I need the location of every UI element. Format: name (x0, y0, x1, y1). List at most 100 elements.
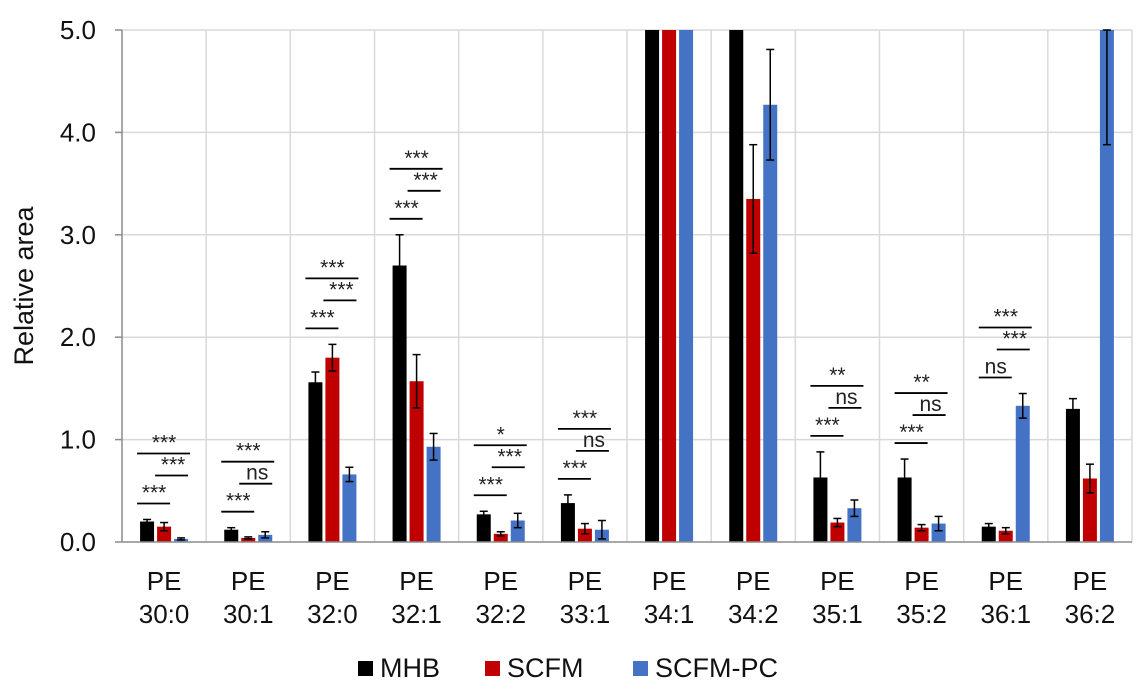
significance-label: ns (985, 356, 1007, 379)
significance-label: *** (329, 278, 354, 301)
x-tick-label-line: PE (1073, 566, 1108, 596)
bar-scfm (577, 528, 592, 542)
y-tick-label: 0.0 (60, 527, 96, 557)
x-tick-label-line: PE (652, 566, 687, 596)
x-tick-label-line: 32:0 (307, 599, 358, 629)
significance-label: *** (142, 481, 167, 504)
bar-mhb (897, 477, 912, 542)
x-tick-label-line: 36:2 (1065, 599, 1116, 629)
error-bars (143, 29, 1111, 541)
significance-label: *** (815, 414, 840, 437)
bar-mhb (560, 503, 575, 542)
bar-mhb (813, 477, 828, 542)
significance-label: *** (413, 169, 438, 192)
significance-label: *** (152, 431, 177, 454)
significance-label: *** (993, 306, 1018, 329)
x-tick-label: PE 32:0 (307, 566, 358, 629)
bar-scfm (493, 533, 508, 542)
x-tick-label: PE 34:1 (644, 566, 695, 629)
bar-mhb (1065, 408, 1080, 542)
significance-label: *** (1002, 328, 1027, 351)
significance-label: ** (829, 364, 845, 387)
x-tick-label-line: PE (988, 566, 1023, 596)
x-tick-label-line: 35:2 (896, 599, 947, 629)
significance-label: *** (899, 421, 924, 444)
y-tick-label: 2.0 (60, 322, 96, 352)
legend-label: SCFM (507, 653, 584, 683)
bar-scfm-pc (1099, 30, 1114, 542)
significance-label: ns (583, 429, 605, 452)
y-tick-label: 5.0 (60, 15, 96, 45)
x-tick-label: PE 33:1 (560, 566, 611, 629)
x-tick-label-line: 30:0 (139, 599, 190, 629)
y-axis-label: Relative area (9, 205, 39, 365)
legend: MHB SCFM SCFM-PC (358, 653, 778, 683)
bar-mhb (224, 529, 239, 542)
x-tick-label-line: PE (820, 566, 855, 596)
significance-label: *** (573, 407, 598, 430)
x-tick-label: PE 35:2 (896, 566, 947, 629)
x-tick-label: PE 35:1 (812, 566, 863, 629)
x-tick-label: PE 36:1 (980, 566, 1031, 629)
significance-label: *** (226, 490, 251, 513)
x-tick-label-line: 33:1 (560, 599, 611, 629)
significance-label: *** (497, 445, 522, 468)
bar-scfm (241, 537, 256, 542)
x-tick-label: PE 30:0 (139, 566, 190, 629)
y-tick-label: 3.0 (60, 220, 96, 250)
legend-swatch-scfm-pc (633, 661, 648, 676)
gridlines (122, 29, 1133, 542)
bar-scfm (746, 198, 761, 542)
x-tick-label: PE 36:2 (1065, 566, 1116, 629)
x-tick-label-line: PE (399, 566, 434, 596)
x-tick-label: PE 32:1 (391, 566, 442, 629)
x-tick-label: PE 32:2 (475, 566, 526, 629)
x-tick-label-line: 32:2 (475, 599, 526, 629)
significance-label: *** (404, 147, 429, 170)
significance-label: *** (320, 256, 345, 279)
significance-label: *** (236, 440, 261, 463)
bar-scfm-pc (1015, 405, 1030, 542)
x-tick-label-line: PE (147, 566, 182, 596)
bar-mhb (140, 521, 155, 542)
x-tick-label-line: PE (904, 566, 939, 596)
bar-mhb (645, 30, 660, 542)
x-tick-label-line: PE (483, 566, 518, 596)
significance-label: *** (563, 457, 588, 480)
bar-mhb (729, 30, 744, 542)
significance-annotations: ************ns**************************… (137, 147, 1032, 513)
y-tick-label: 1.0 (60, 425, 96, 455)
x-tick-label-line: PE (315, 566, 350, 596)
x-axis: PE 30:0PE 30:1PE 32:0PE 32:1PE 32:2PE 33:1PE 34… (122, 541, 1132, 629)
bar-mhb (392, 265, 407, 542)
y-tick-label: 4.0 (60, 117, 96, 147)
bar-scfm (1082, 478, 1097, 542)
significance-label: ns (835, 386, 857, 409)
bar-scfm (830, 522, 845, 542)
x-tick-label-line: 35:1 (812, 599, 863, 629)
significance-label: ** (913, 371, 929, 394)
bar-scfm-pc (510, 520, 525, 542)
significance-label: *** (310, 306, 335, 329)
significance-label: ns (246, 462, 268, 485)
bar-mhb (981, 526, 996, 542)
bar-mhb (476, 514, 491, 542)
bar-scfm-pc (679, 30, 694, 542)
bars (140, 30, 1114, 542)
legend-label: SCFM-PC (655, 653, 778, 683)
significance-label: *** (161, 453, 186, 476)
legend-swatch-scfm (485, 661, 500, 676)
bar-mhb (308, 382, 323, 542)
x-tick-label: PE 34:2 (728, 566, 779, 629)
significance-label: ns (919, 393, 941, 416)
bar-scfm (662, 30, 677, 542)
x-tick-label-line: 32:1 (391, 599, 442, 629)
significance-label: * (497, 423, 505, 446)
x-tick-label-line: 34:2 (728, 599, 779, 629)
x-tick-label-line: 34:1 (644, 599, 695, 629)
y-axis: 0.0 1.0 2.0 3.0 4.0 5.0 (60, 15, 123, 557)
bar-scfm-pc (931, 523, 946, 542)
x-tick-label-line: PE (568, 566, 603, 596)
significance-label: *** (394, 197, 419, 220)
